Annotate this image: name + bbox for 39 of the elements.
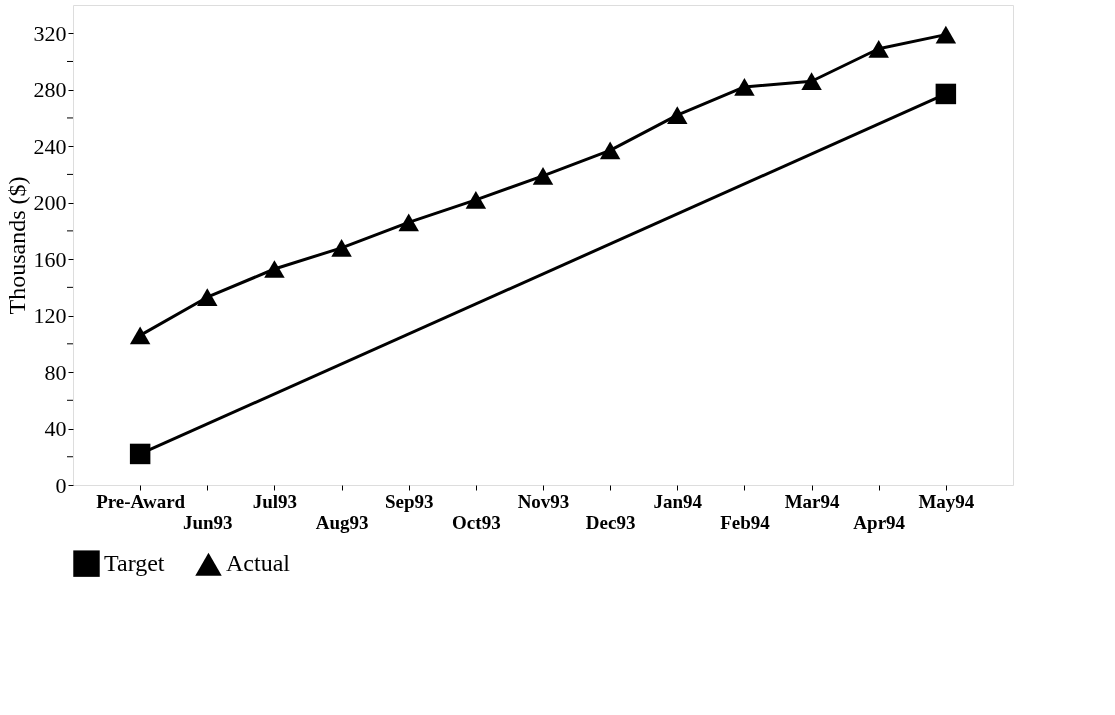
point (465, 190, 487, 209)
y-tick-label: 0 (55, 472, 67, 498)
y-tick-label: 120 (33, 303, 67, 329)
point (398, 213, 419, 232)
y-tick-label: 280 (33, 77, 67, 103)
legend-label: Target (104, 549, 165, 576)
x-tick-label: Dec93 (585, 511, 636, 533)
point (129, 326, 151, 345)
x-tick-label: Oct93 (452, 511, 501, 533)
x-tick-label: Jan94 (653, 490, 703, 512)
y-tick-label: 320 (33, 20, 67, 46)
x-tick-label: Aug93 (315, 511, 369, 533)
point (868, 39, 889, 58)
x-tick-label: Jun93 (182, 511, 233, 533)
point (129, 443, 151, 465)
x-tick-label: Pre-Award (96, 490, 186, 512)
x-tick-label: Mar94 (784, 490, 840, 512)
point (667, 106, 688, 124)
point (264, 260, 285, 278)
point (599, 141, 621, 160)
x-tick-label: Jul93 (252, 490, 298, 512)
y-tick-label: 200 (33, 190, 67, 216)
x-tick-label: Sep93 (384, 490, 434, 512)
legend-label: Actual (226, 550, 291, 577)
y-tick-label: 40 (44, 416, 67, 442)
x-tick-label: Feb94 (720, 511, 771, 533)
point (801, 72, 822, 91)
point (935, 25, 957, 44)
point (734, 78, 755, 96)
point (331, 238, 352, 257)
x-tick-label: Nov93 (517, 490, 570, 512)
x-tick-label: May94 (918, 490, 975, 512)
y-tick-label: 240 (33, 133, 67, 159)
y-tick-label: 80 (44, 359, 67, 385)
x-tick-label: Apr94 (853, 511, 906, 533)
y-tick-label: 160 (33, 246, 67, 272)
y-axis-title: Thousands ($) (3, 176, 30, 315)
point (197, 288, 218, 307)
point (532, 166, 554, 185)
